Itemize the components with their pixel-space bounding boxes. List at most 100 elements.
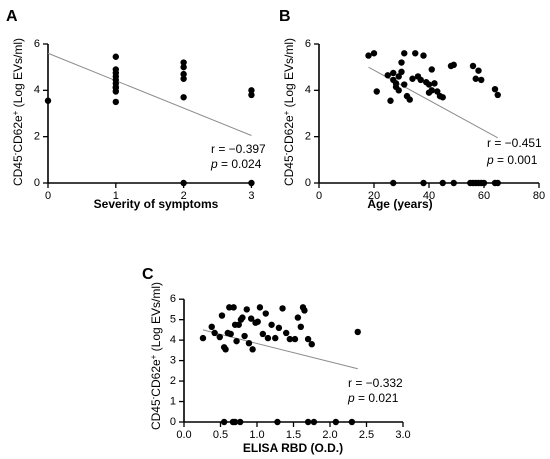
data-point xyxy=(354,328,361,336)
y-tick-label: 0 xyxy=(170,416,176,428)
data-point xyxy=(231,418,239,426)
p-value: p = 0.001 xyxy=(486,153,538,167)
data-point xyxy=(241,332,248,340)
y-tick-label: 6 xyxy=(170,293,176,305)
data-point xyxy=(439,179,446,187)
y-tick-label: 3 xyxy=(170,355,176,367)
data-point xyxy=(275,324,283,332)
data-point xyxy=(248,91,255,99)
r-value: r = −0.397 xyxy=(211,142,266,156)
data-point xyxy=(180,179,187,187)
x-tick-label: 20 xyxy=(368,190,380,202)
data-point xyxy=(180,63,187,71)
panel-label: B xyxy=(279,8,291,25)
data-point xyxy=(248,87,255,94)
data-point xyxy=(264,334,272,342)
data-point xyxy=(247,315,255,322)
data-point xyxy=(491,85,499,93)
chart-panel-a: A 0 2 4 6 0 1 2 3 Severity of symptoms CD45-CD62e+… xyxy=(6,8,266,211)
y-tick-label: 0 xyxy=(305,177,311,189)
y-axis-label: CD45-CD62e+ (Log EVs/ml) xyxy=(149,282,164,430)
data-point xyxy=(398,59,405,66)
data-point xyxy=(431,80,438,87)
panel-label: A xyxy=(6,8,18,25)
x-tick-label: 40 xyxy=(423,190,435,202)
data-point xyxy=(332,418,340,426)
data-point xyxy=(439,94,446,101)
data-point xyxy=(494,179,501,187)
data-point xyxy=(112,53,120,60)
data-point xyxy=(450,61,457,69)
data-point xyxy=(494,91,501,99)
data-point xyxy=(304,418,312,426)
x-axis-label: ELISA RBD (O.D.) xyxy=(243,441,343,455)
x-tick-label: 1 xyxy=(113,190,119,202)
data-point xyxy=(286,335,294,343)
data-point xyxy=(245,339,253,347)
data-point xyxy=(262,310,269,317)
data-point xyxy=(180,59,187,66)
x-tick-label: 80 xyxy=(533,190,545,202)
x-tick-label: 1.5 xyxy=(286,429,301,441)
data-point xyxy=(409,75,416,82)
data-point xyxy=(384,72,391,79)
x-tick-label: 1.0 xyxy=(249,429,264,441)
data-point xyxy=(428,87,435,94)
data-point xyxy=(469,62,477,70)
data-point xyxy=(208,323,215,331)
data-point xyxy=(395,87,402,94)
data-point xyxy=(387,97,394,104)
y-tick-label: 6 xyxy=(305,38,311,50)
data-point xyxy=(112,84,120,92)
data-point xyxy=(243,306,250,313)
p-value: p = 0.021 xyxy=(347,391,399,405)
data-point xyxy=(308,341,315,348)
y-tick-label: 1 xyxy=(170,395,176,407)
data-point xyxy=(222,346,229,353)
data-point xyxy=(237,418,244,426)
y-axis-label: CD45-CD62e+ (Log EVs/ml) xyxy=(11,38,26,186)
data-point xyxy=(412,50,419,57)
data-point xyxy=(239,314,246,321)
data-point xyxy=(401,81,408,88)
data-point xyxy=(274,418,281,426)
data-point xyxy=(348,418,356,426)
x-tick-label: 0 xyxy=(45,190,51,202)
data-point xyxy=(450,179,457,187)
y-tick-label: 4 xyxy=(305,84,311,96)
x-tick-label: 60 xyxy=(478,190,490,202)
data-point xyxy=(390,69,397,77)
data-point xyxy=(420,52,427,59)
data-point xyxy=(480,179,488,187)
y-tick-label: 0 xyxy=(34,177,40,189)
data-point xyxy=(249,346,256,353)
y-tick-label: 2 xyxy=(170,375,176,387)
data-point xyxy=(233,337,240,345)
data-point xyxy=(216,333,223,341)
data-point xyxy=(180,70,187,78)
data-point xyxy=(301,307,308,314)
data-point xyxy=(428,66,435,73)
data-point xyxy=(297,323,304,331)
x-tick-label: 2.5 xyxy=(359,429,374,441)
data-point xyxy=(434,88,441,95)
y-tick-label: 2 xyxy=(34,131,40,143)
data-point xyxy=(294,314,302,321)
data-point xyxy=(478,76,485,84)
x-axis-label: Age (years) xyxy=(367,197,432,211)
data-point xyxy=(417,76,424,84)
data-point xyxy=(44,97,52,104)
x-tick-label: 3 xyxy=(248,190,254,202)
y-axis-label: CD45-CD62e+ (Log EVs/ml) xyxy=(282,38,297,186)
y-tick-label: 2 xyxy=(305,131,311,143)
data-point xyxy=(475,67,482,74)
regression-line xyxy=(47,52,252,136)
data-point xyxy=(256,304,264,311)
data-point xyxy=(291,335,299,343)
data-point xyxy=(420,179,427,187)
regression-line xyxy=(368,66,498,139)
y-tick-label: 5 xyxy=(170,314,176,326)
data-point xyxy=(227,330,234,338)
